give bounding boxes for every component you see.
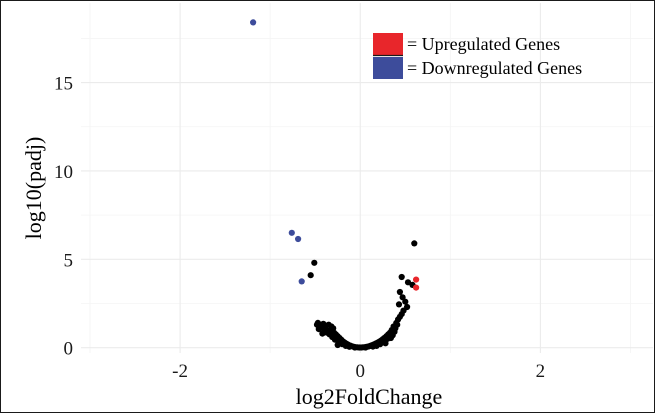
x-tick-labels: -2 0 2	[172, 361, 545, 382]
data-point-not-significant	[311, 259, 318, 266]
data-point-not-significant	[319, 330, 326, 337]
data-point-not-significant	[398, 273, 405, 281]
y-axis-title: log10(padj)	[21, 137, 46, 240]
data-point-upregulated	[413, 276, 420, 283]
data-point-not-significant	[404, 279, 412, 286]
data-point-downregulated	[298, 278, 305, 285]
data-point-not-significant	[395, 301, 403, 308]
data-point-not-significant	[373, 342, 380, 349]
data-point-not-significant	[394, 321, 401, 328]
data-point-not-significant	[402, 298, 409, 305]
legend: = Upregulated Genes = Downregulated Gene…	[373, 33, 582, 79]
y-tick-label: 5	[64, 250, 74, 271]
data-point-not-significant	[382, 340, 389, 347]
legend-label-downregulated: = Downregulated Genes	[407, 58, 582, 78]
x-tick-label: -2	[172, 361, 188, 382]
x-tick-label: 2	[536, 361, 546, 382]
data-point-not-significant	[351, 344, 358, 351]
legend-label-upregulated: = Upregulated Genes	[407, 34, 560, 54]
data-point-upregulated	[413, 284, 420, 291]
y-tick-labels: 0 5 10 15	[54, 74, 73, 360]
legend-swatch-downregulated	[373, 57, 403, 79]
data-points	[250, 19, 420, 351]
data-point-not-significant	[342, 342, 349, 349]
data-point-downregulated	[288, 229, 295, 236]
x-axis-title: log2FoldChange	[296, 384, 443, 409]
data-point-downregulated	[295, 235, 302, 243]
x-tick-label: 0	[355, 361, 365, 382]
y-tick-label: 10	[54, 162, 73, 183]
y-tick-label: 0	[64, 339, 74, 360]
data-point-not-significant	[396, 288, 403, 296]
data-point-not-significant	[362, 344, 369, 351]
data-point-downregulated	[250, 19, 257, 26]
legend-swatch-upregulated	[373, 33, 403, 55]
grid	[81, 3, 653, 353]
data-point-not-significant	[334, 341, 341, 349]
data-point-not-significant	[313, 321, 321, 328]
data-point-not-significant	[307, 272, 314, 279]
y-tick-label: 15	[54, 74, 73, 95]
data-point-not-significant	[411, 240, 418, 247]
